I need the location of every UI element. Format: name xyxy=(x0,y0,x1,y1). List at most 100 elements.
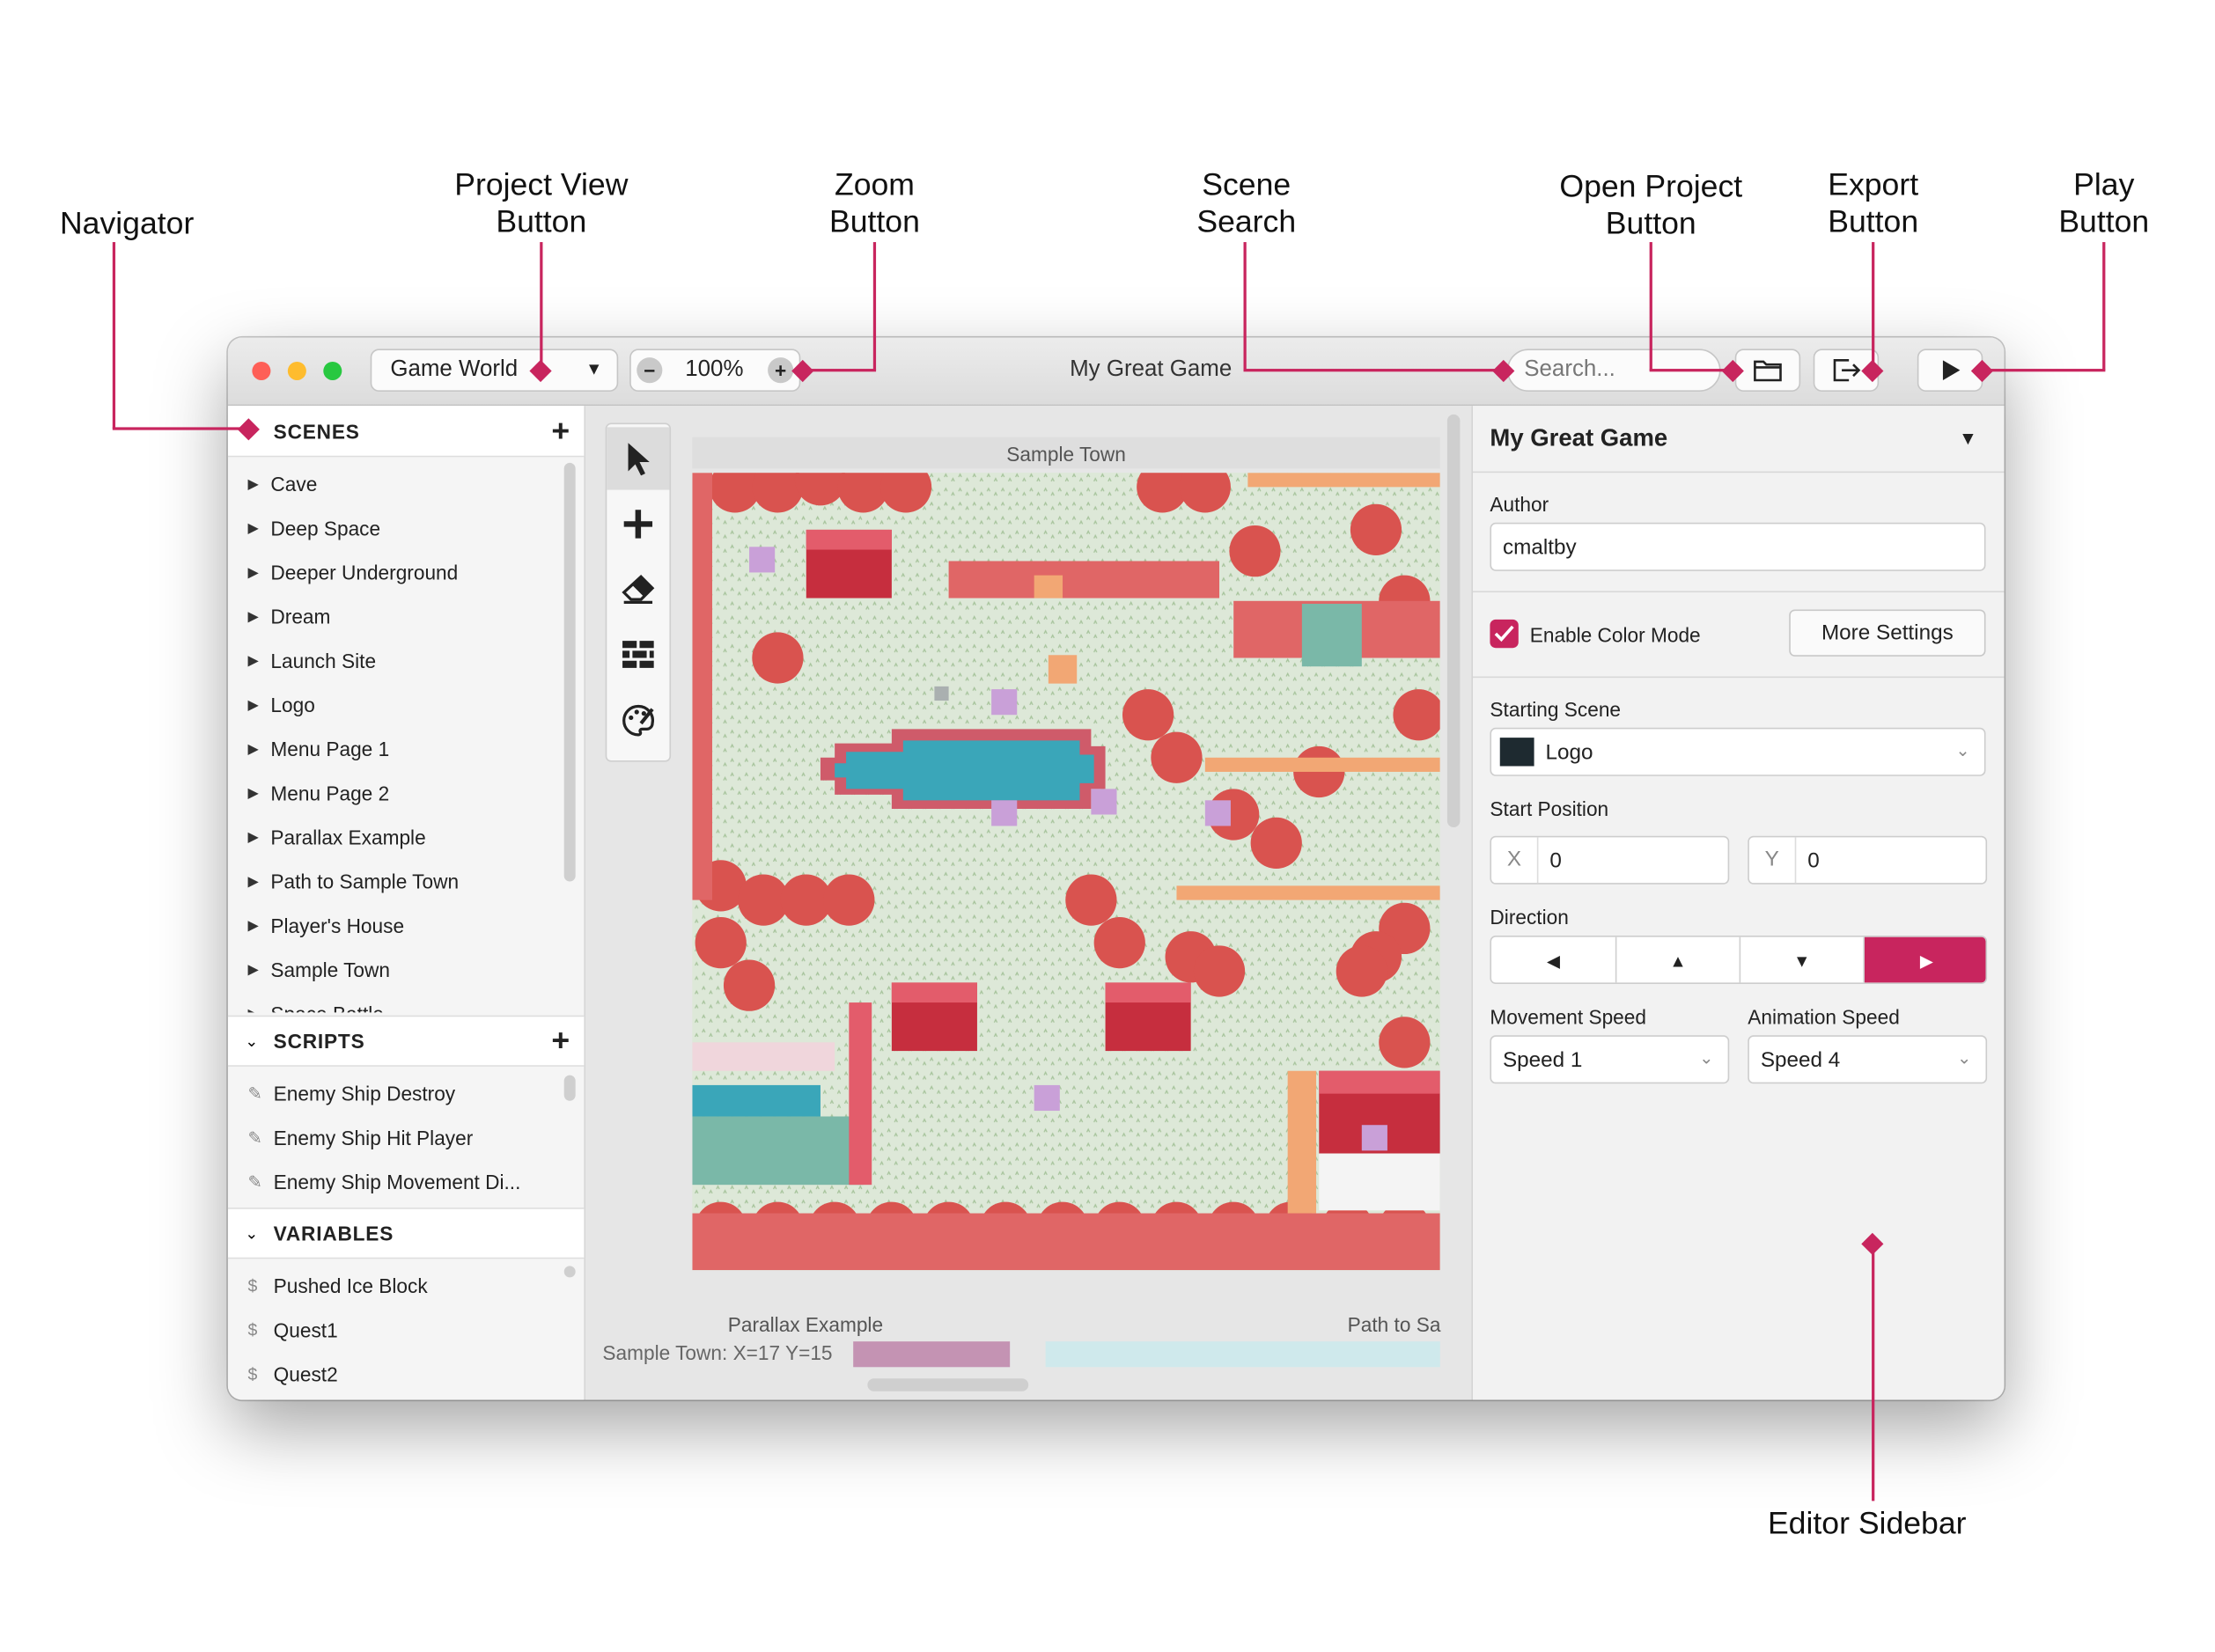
scene-item[interactable]: ▶ Launch Site xyxy=(248,645,377,677)
scene-item[interactable]: ▶ Menu Page 2 xyxy=(248,777,390,809)
add-script-icon[interactable]: + xyxy=(551,1022,570,1059)
direction-up-button[interactable]: ▲ xyxy=(1616,936,1741,983)
start-y-field[interactable]: Y 0 xyxy=(1748,835,1988,885)
scene-map[interactable] xyxy=(692,473,1440,1271)
tree xyxy=(1065,874,1117,926)
scene-item[interactable]: ▶ Player's House xyxy=(248,910,405,942)
export-icon xyxy=(1833,359,1861,382)
scene-canvas[interactable]: Sample Town xyxy=(692,437,1440,1271)
actor[interactable] xyxy=(1048,655,1078,684)
scene-item[interactable]: ▶ Menu Page 1 xyxy=(248,733,390,765)
variable-item[interactable]: $ Pushed Ice Block xyxy=(248,1270,428,1302)
collision-tool[interactable] xyxy=(607,624,669,686)
add-tool[interactable] xyxy=(607,493,669,555)
actor[interactable] xyxy=(1204,800,1231,826)
scene-item[interactable]: ▶ Dream xyxy=(248,601,331,633)
variables-scrollbar[interactable] xyxy=(563,1266,576,1278)
scene-item[interactable]: ▶Space Battle xyxy=(248,998,384,1012)
scene-item[interactable]: ▶ Deeper Underground xyxy=(248,557,459,589)
scripts-scrollbar[interactable] xyxy=(563,1075,576,1101)
add-scene-icon[interactable]: + xyxy=(551,412,570,448)
horizontal-scrollbar[interactable] xyxy=(867,1378,1029,1391)
pillar xyxy=(849,1002,872,1186)
variables-title: VARIABLES xyxy=(273,1222,394,1245)
variable-item[interactable]: $ Quest2 xyxy=(248,1359,338,1391)
callout-line-1: Open Project xyxy=(1559,167,1743,204)
chevron-down-icon: ▼ xyxy=(585,358,603,379)
direction-left-button[interactable]: ◀ xyxy=(1491,936,1617,983)
house-roof xyxy=(891,982,977,1003)
script-icon: ✎ xyxy=(247,1171,262,1193)
more-settings-button[interactable]: More Settings xyxy=(1789,609,1986,657)
scene-item[interactable]: ▶ Sample Town xyxy=(248,954,390,986)
scene-item[interactable]: ▶ Cave xyxy=(248,468,318,500)
variable-label: Quest1 xyxy=(273,1318,338,1342)
select-tool[interactable] xyxy=(607,427,670,490)
callout-line-1: Play xyxy=(2073,166,2135,202)
close-window-button[interactable] xyxy=(252,361,271,381)
eraser-tool[interactable] xyxy=(607,558,669,620)
actor[interactable] xyxy=(1361,1125,1387,1151)
scene-label: Path to Sample Town xyxy=(270,870,460,893)
scene-item[interactable]: ▶ Deep Space xyxy=(248,512,381,544)
scene-label: Menu Page 1 xyxy=(270,738,390,761)
disclosure-triangle-icon: ▶ xyxy=(247,917,259,934)
tree xyxy=(695,916,747,969)
script-icon: ✎ xyxy=(247,1083,262,1104)
script-item[interactable]: ✎ Enemy Ship Destroy xyxy=(248,1078,456,1110)
export-button[interactable] xyxy=(1813,349,1880,392)
tree xyxy=(1393,689,1440,741)
brick-wall-icon xyxy=(622,641,654,668)
maximize-window-button[interactable] xyxy=(323,361,342,381)
scene-item[interactable]: ▶ Path to Sample Town xyxy=(248,866,460,898)
chevron-down-icon[interactable]: ▼ xyxy=(1958,427,1977,449)
actor[interactable] xyxy=(991,800,1018,826)
callout-editor-sidebar: Editor Sidebar xyxy=(1767,1505,1967,1541)
script-label: Enemy Ship Hit Player xyxy=(273,1126,474,1149)
zoom-out-icon[interactable]: − xyxy=(637,357,663,384)
trigger[interactable] xyxy=(934,686,949,701)
variable-item[interactable]: $ Quest1 xyxy=(248,1314,338,1346)
water-steps xyxy=(692,1116,864,1186)
animation-speed-select[interactable]: Speed 4 ⌄ xyxy=(1748,1035,1988,1084)
start-x-field[interactable]: X 0 xyxy=(1490,835,1730,885)
tree xyxy=(780,874,832,926)
tree xyxy=(879,473,932,513)
project-view-select[interactable]: Game World ▼ xyxy=(370,349,619,392)
callout-line-2: Button xyxy=(1828,203,1919,239)
minimize-window-button[interactable] xyxy=(287,361,306,381)
scenes-title: SCENES xyxy=(273,419,360,443)
direction-segmented-control: ◀ ▲ ▼ ▶ xyxy=(1490,936,1988,985)
scene-item[interactable]: ▶ Logo xyxy=(248,689,315,721)
direction-right-button[interactable]: ▶ xyxy=(1864,936,1986,983)
disclosure-triangle-icon: ▶ xyxy=(247,961,259,978)
color-mode-checkbox[interactable] xyxy=(1490,619,1519,649)
script-item[interactable]: ✎ Enemy Ship Movement Di... xyxy=(248,1166,521,1198)
scene-item[interactable]: ▶ Parallax Example xyxy=(248,822,426,854)
starting-scene-select[interactable]: Logo ⌄ xyxy=(1490,727,1986,776)
author-field[interactable]: cmaltby xyxy=(1490,522,1986,571)
actor[interactable] xyxy=(1034,1084,1060,1112)
direction-down-button[interactable]: ▼ xyxy=(1740,936,1865,983)
zoom-in-icon[interactable]: + xyxy=(768,357,794,384)
more-settings-label: More Settings xyxy=(1821,620,1954,645)
movement-speed-select[interactable]: Speed 1 ⌄ xyxy=(1490,1035,1730,1084)
script-item[interactable]: ✎ Enemy Ship Hit Player xyxy=(248,1122,474,1154)
disclosure-triangle-icon: ▶ xyxy=(247,741,259,757)
actor[interactable] xyxy=(991,689,1018,716)
actor[interactable] xyxy=(1091,789,1117,815)
open-project-button[interactable] xyxy=(1734,349,1801,392)
tree xyxy=(1379,1017,1431,1068)
paint-tool[interactable] xyxy=(607,689,669,752)
actor[interactable] xyxy=(1034,575,1063,598)
lower-scene-preview[interactable] xyxy=(1045,1341,1440,1368)
vertical-scrollbar[interactable] xyxy=(1446,414,1461,828)
tree xyxy=(794,473,847,506)
scene-title[interactable]: Sample Town xyxy=(692,437,1440,469)
lower-scene-preview[interactable] xyxy=(853,1341,1011,1368)
house-roof xyxy=(1319,1070,1440,1094)
callout-line-2: Button xyxy=(828,203,920,239)
actor[interactable] xyxy=(749,547,776,573)
scenes-scrollbar[interactable] xyxy=(563,462,576,882)
disclosure-triangle-icon: ▶ xyxy=(247,652,259,669)
